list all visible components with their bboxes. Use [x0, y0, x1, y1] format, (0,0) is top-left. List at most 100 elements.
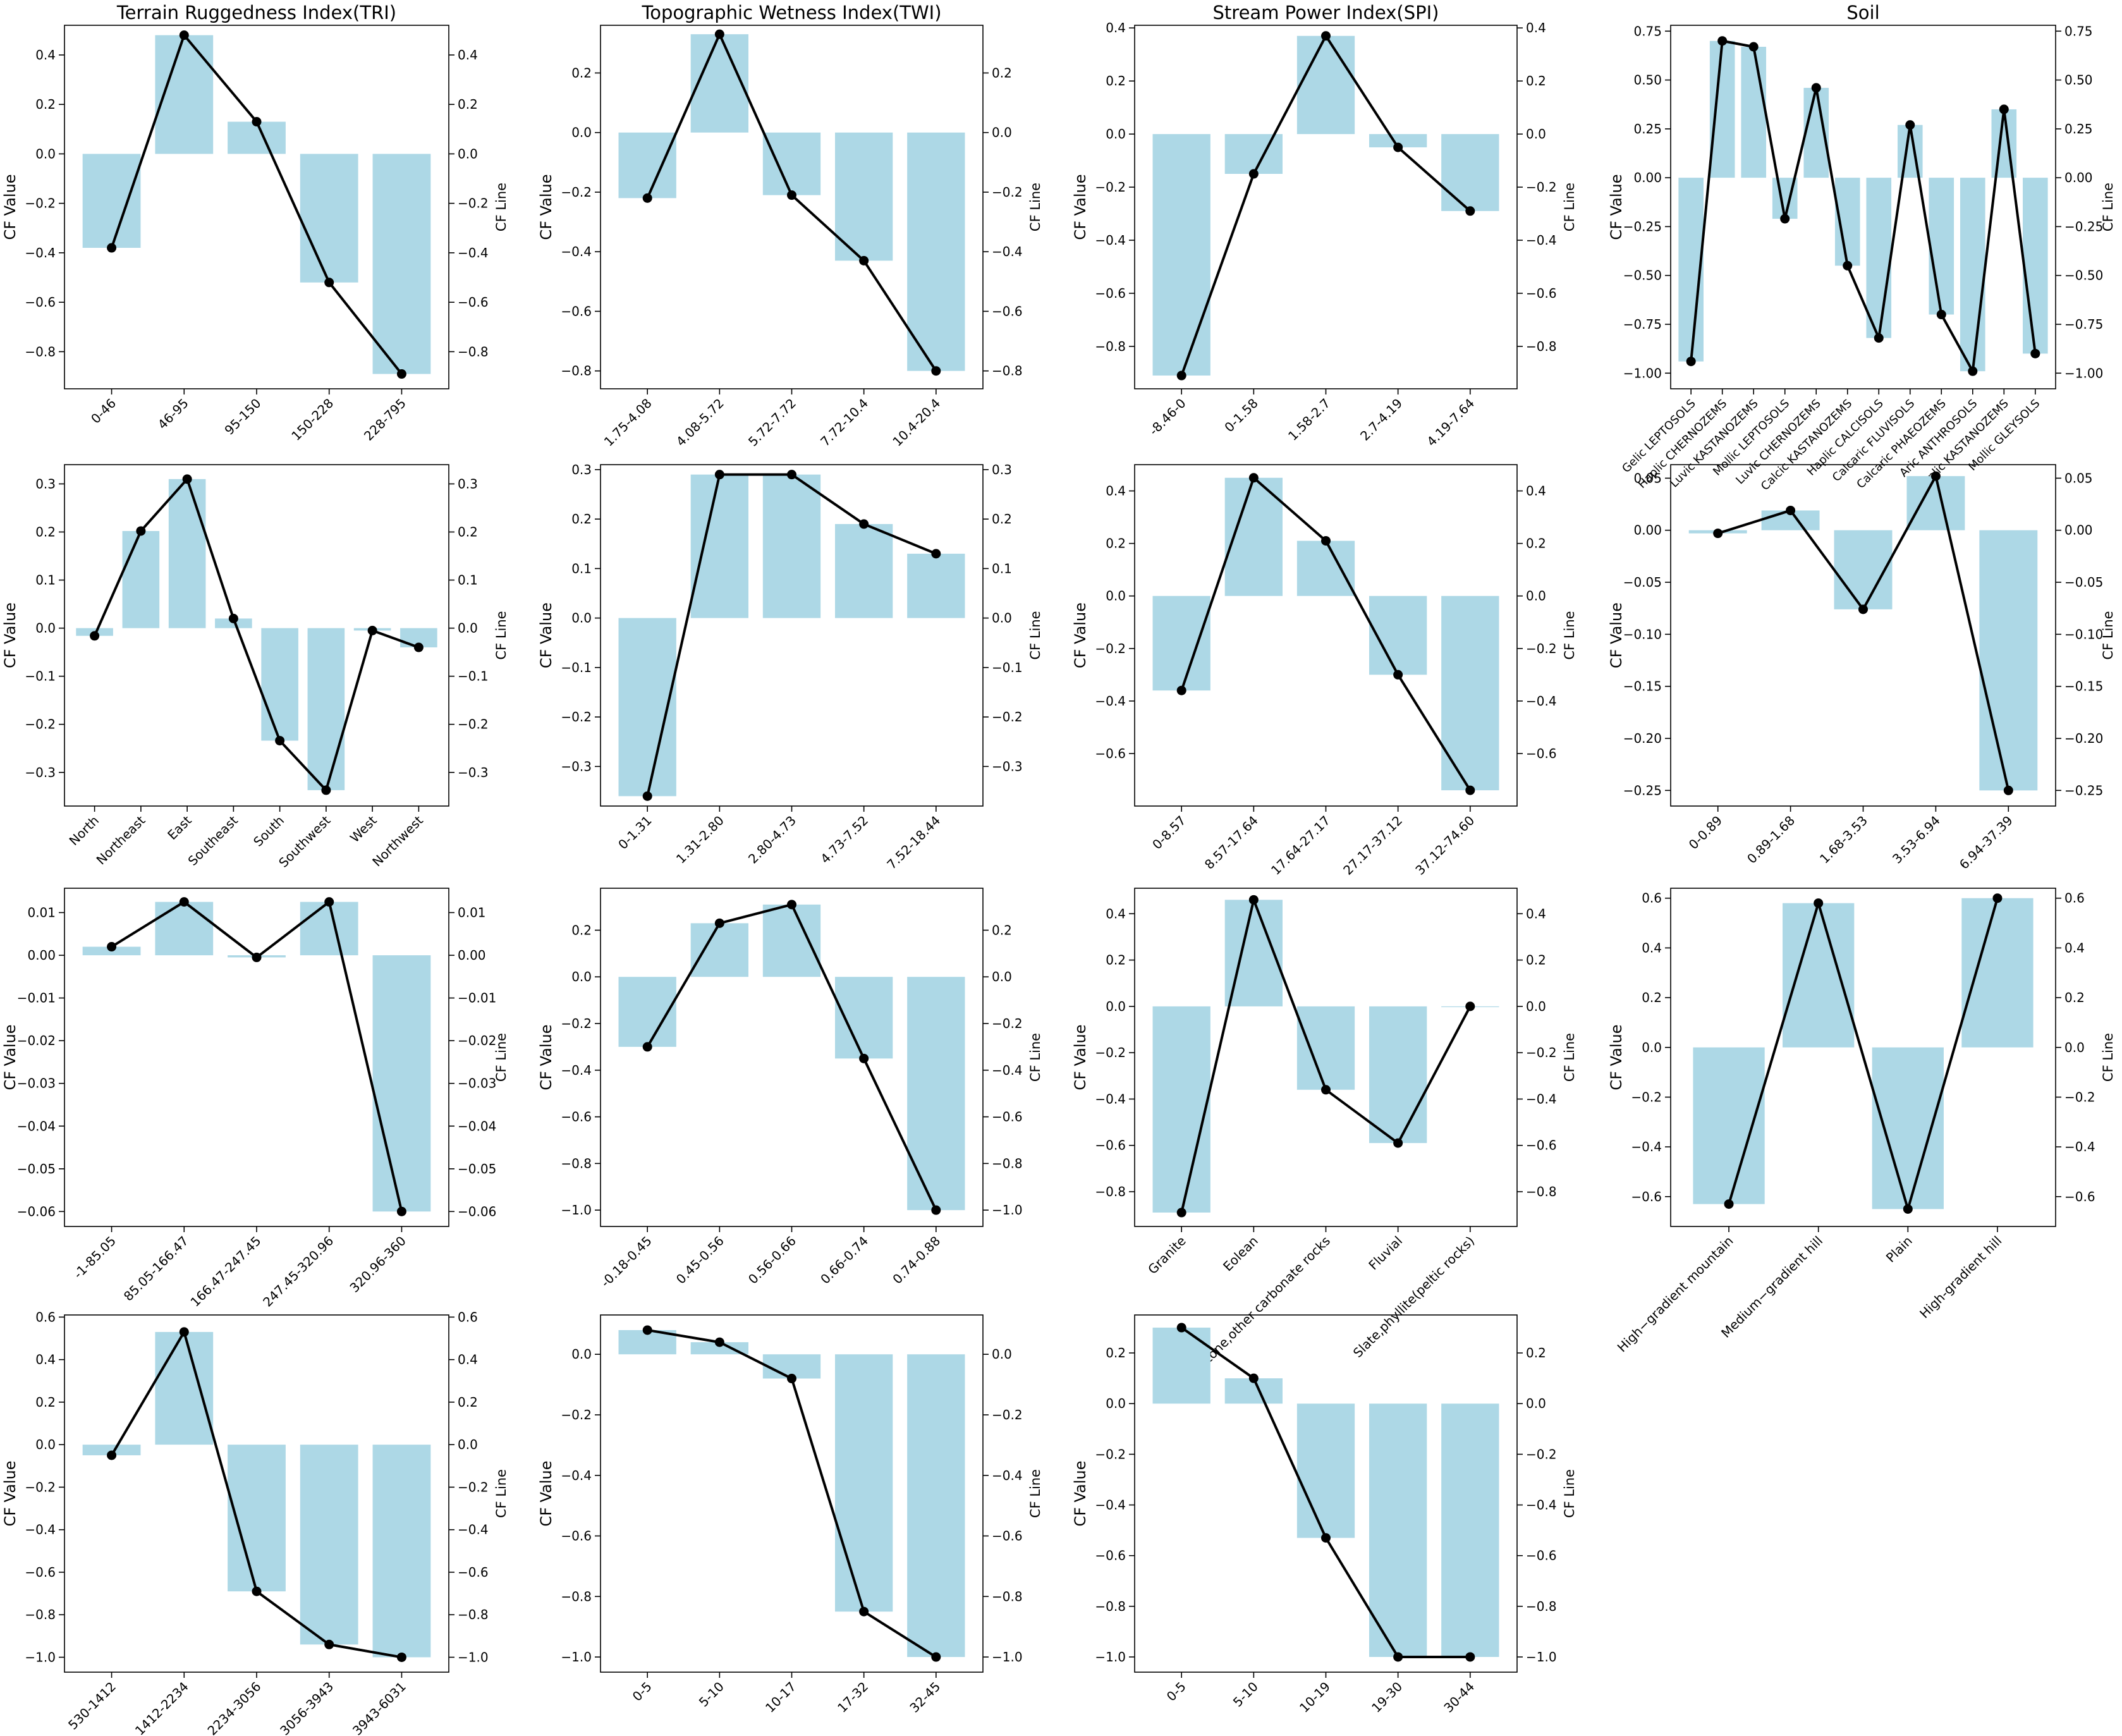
- ytick-label: −0.2: [1095, 1446, 1126, 1462]
- bar: [762, 474, 821, 618]
- ytick-label: 0.0: [571, 969, 592, 984]
- cf-point: [182, 474, 192, 484]
- ytick-label: −0.05: [1623, 575, 1662, 590]
- ytick-label-right: −0.2: [1526, 180, 1557, 195]
- ytick-label: −0.02: [17, 1033, 56, 1048]
- ytick-label: −0.4: [1095, 694, 1126, 709]
- ytick-label: −1.0: [25, 1649, 56, 1665]
- chart-panel-7: 0.4 0.4 0.2 0.2 0.0 0.0 −0.2 −0.2 −0.4 −0.4 −0.6 −0…: [1071, 464, 1577, 878]
- ytick-label-right: 0.0: [458, 146, 478, 161]
- ytick-label: 0.2: [35, 1395, 56, 1410]
- cf-point: [1176, 685, 1186, 695]
- ytick-label: 0.50: [1633, 73, 1662, 88]
- xtick-label: 10-17: [762, 1679, 799, 1716]
- cf-point: [2003, 785, 2013, 795]
- ytick-label: 0.75: [1633, 23, 1662, 39]
- cf-point: [931, 1652, 941, 1662]
- ytick-label: −0.8: [1095, 1184, 1126, 1199]
- ytick-label-right: 0.2: [1526, 536, 1546, 551]
- cf-point: [1936, 310, 1946, 320]
- bar: [1961, 898, 2034, 1048]
- bar: [1872, 1047, 1944, 1209]
- cf-point: [179, 30, 189, 40]
- axes-frame: [64, 464, 449, 807]
- ytick-label: 0.4: [1642, 940, 1662, 955]
- ytick-label-right: −0.06: [458, 1204, 496, 1219]
- ytick-label-right: 0.1: [458, 573, 478, 588]
- ytick-label-right: 0.75: [2064, 23, 2093, 39]
- ytick-label: −0.2: [1095, 1045, 1126, 1060]
- ytick-label: −0.2: [561, 1016, 592, 1031]
- xtick-label: 1.75-4.08: [601, 396, 655, 449]
- ytick-label: −0.10: [1623, 627, 1662, 642]
- cf-point: [179, 897, 189, 907]
- ytick-label-right: 0.2: [1526, 73, 1546, 89]
- ytick-label: 0.6: [1642, 891, 1662, 906]
- ytick-label: −0.2: [1095, 641, 1126, 656]
- ytick-label: −0.2: [25, 1479, 56, 1495]
- bar: [1693, 1047, 1765, 1204]
- ytick-label-right: 0.0: [992, 969, 1012, 984]
- ytick-label: 0.0: [1106, 1396, 1126, 1411]
- ytick-label: −0.4: [561, 1468, 592, 1483]
- cf-point: [2030, 348, 2040, 358]
- cf-point: [1786, 505, 1796, 515]
- xtick-label: 1.31-2.80: [673, 813, 727, 867]
- ytick-label: 0.1: [35, 573, 56, 588]
- xtick-label: 10.4-20.4: [889, 396, 943, 449]
- xtick-label: 320.96-360: [346, 1233, 409, 1296]
- right-axis-label: CF Line: [1028, 1469, 1043, 1518]
- xtick-label: 0.74-0.88: [889, 1233, 943, 1287]
- xtick-label: 530-1412: [65, 1679, 119, 1733]
- bar: [82, 154, 141, 248]
- bar: [618, 132, 676, 199]
- ytick-label: −0.6: [25, 295, 56, 310]
- ytick-label-right: −0.2: [2064, 1089, 2095, 1104]
- ytick-label: −0.25: [1623, 783, 1662, 798]
- xtick-label: 30-44: [1441, 1679, 1477, 1716]
- ytick-label-right: 0.4: [1526, 20, 1546, 35]
- xtick-label: 7.52-18.44: [884, 813, 943, 872]
- ytick-label-right: 0.6: [458, 1309, 478, 1324]
- ytick-label-right: −0.6: [1526, 746, 1557, 761]
- bar: [1152, 1006, 1210, 1213]
- ytick-label-right: −0.10: [2064, 627, 2103, 642]
- cf-point: [324, 278, 334, 288]
- ytick-label-right: −0.2: [1526, 641, 1557, 656]
- xtick-label: Fluvial: [1365, 1233, 1405, 1273]
- chart-title: Terrain Ruggedness Index(TRI): [116, 2, 396, 23]
- y-axis-label: CF Value: [1607, 602, 1625, 668]
- ytick-label: −1.0: [561, 1649, 592, 1665]
- xtick-label: 37.12-74.60: [1412, 813, 1477, 878]
- ytick-label: 0.4: [35, 1352, 56, 1367]
- y-axis-label: CF Value: [1, 602, 19, 668]
- cf-line: [1728, 898, 1999, 1211]
- bar: [1369, 134, 1427, 148]
- cf-point: [367, 625, 377, 635]
- bar: [907, 132, 965, 371]
- cf-point: [1903, 1204, 1913, 1214]
- cf-point: [1393, 1138, 1403, 1148]
- ytick-label: 0.2: [35, 97, 56, 112]
- ytick-label-right: −0.6: [992, 303, 1023, 319]
- cf-point: [252, 1586, 262, 1596]
- xtick-label: 0-5: [1164, 1679, 1189, 1704]
- cf-point: [1905, 120, 1915, 130]
- chart-panel-4: Soil 0.75 0.75 0.50 0.50 0.25 0.25 0.00 0.00 −0.2…: [1607, 2, 2116, 494]
- ytick-label-right: 0.2: [1526, 1345, 1546, 1360]
- cf-point: [1713, 529, 1723, 539]
- right-axis-label: CF Line: [494, 183, 509, 231]
- cf-point: [642, 193, 652, 203]
- ytick-label-right: 0.0: [992, 611, 1012, 626]
- ytick-label-right: −0.25: [2064, 219, 2103, 234]
- ytick-label: −0.8: [561, 1589, 592, 1604]
- cf-point: [859, 1053, 869, 1063]
- ytick-label: −0.4: [25, 245, 56, 260]
- xtick-label: 46-95: [155, 396, 192, 432]
- bar: [1834, 530, 1893, 609]
- ytick-label: −0.6: [1095, 1138, 1126, 1153]
- ytick-label: −0.1: [25, 669, 56, 684]
- bar: [122, 530, 160, 628]
- y-axis-label: CF Value: [1607, 174, 1625, 240]
- chart-panel-6: 0.3 0.3 0.2 0.2 0.1 0.1 0.0 0.0 −0.1 −0.1 −0.2 −0.2…: [537, 462, 1043, 872]
